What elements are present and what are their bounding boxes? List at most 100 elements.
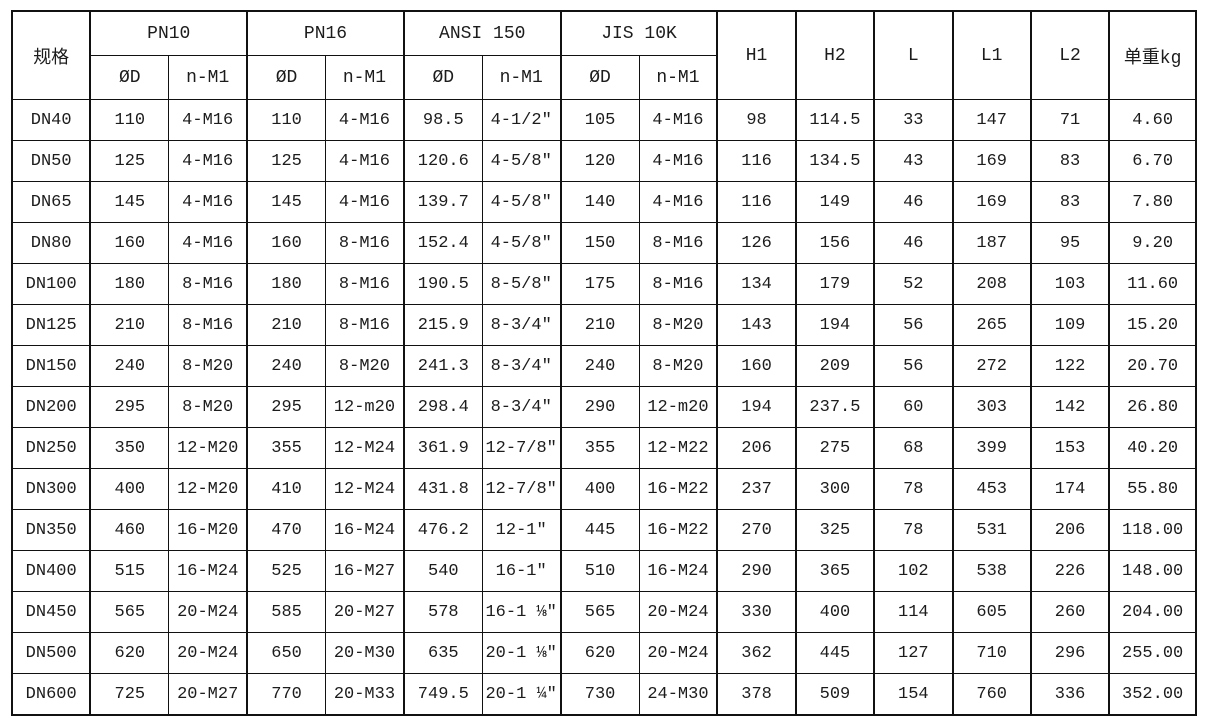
table-cell: 160 — [246, 222, 327, 264]
table-cell: 26.80 — [1108, 386, 1197, 428]
cell-spec: DN150 — [11, 345, 91, 387]
header-group-pn10: PN10 — [89, 10, 248, 56]
table-row: DN600 725 20-M27 770 20-M33 749.5 20-1 ¼″ 730 24… — [11, 673, 1197, 716]
table-cell: 710 — [951, 632, 1032, 674]
table-cell: 55.80 — [1108, 468, 1197, 510]
table-row: DN500 620 20-M24 650 20-M30 635 20-1 ⅛″ 620 20-M… — [11, 632, 1197, 674]
table-cell: 8-M20 — [638, 304, 718, 346]
cell-spec: DN400 — [11, 550, 91, 592]
cell-spec: DN200 — [11, 386, 91, 428]
header-spec: 规格 — [11, 10, 91, 100]
table-cell: 210 — [559, 304, 640, 346]
table-cell: 760 — [951, 673, 1032, 716]
table-cell: 378 — [716, 673, 797, 716]
table-cell: 16-1 ⅛″ — [481, 591, 562, 633]
table-cell: 194 — [716, 386, 797, 428]
table-cell: 118.00 — [1108, 509, 1197, 551]
table-cell: 330 — [716, 591, 797, 633]
table-cell: 56 — [873, 304, 954, 346]
table-cell: 46 — [873, 222, 954, 264]
table-cell: 78 — [873, 468, 954, 510]
flange-spec-table: 规格 PN10 PN16 ANSI 150 JIS 10K H1 H2 L L1… — [11, 10, 1197, 716]
table-cell: 730 — [559, 673, 640, 716]
table-cell: 143 — [716, 304, 797, 346]
table-cell: 116 — [716, 140, 797, 182]
table-cell: 8-M20 — [168, 345, 248, 387]
table-cell: 4-5/8″ — [481, 140, 562, 182]
table-cell: 8-M20 — [168, 386, 248, 428]
table-cell: 16-M22 — [638, 509, 718, 551]
table-cell: 8-M16 — [324, 304, 405, 346]
table-cell: 12-m20 — [638, 386, 718, 428]
table-cell: 265 — [951, 304, 1032, 346]
table-cell: 509 — [794, 673, 875, 716]
table-cell: 4-M16 — [324, 181, 405, 223]
table-cell: 240 — [246, 345, 327, 387]
table-cell: 12-M20 — [168, 468, 248, 510]
table-cell: 194 — [794, 304, 875, 346]
table-cell: 515 — [89, 550, 170, 592]
table-cell: 410 — [246, 468, 327, 510]
table-cell: 150 — [559, 222, 640, 264]
table-cell: 110 — [89, 99, 170, 141]
table-cell: 95 — [1029, 222, 1110, 264]
table-cell: 20-M27 — [324, 591, 405, 633]
table-cell: 400 — [794, 591, 875, 633]
table-cell: 4-1/2″ — [481, 99, 562, 141]
table-cell: 40.20 — [1108, 427, 1197, 469]
header-h1: H1 — [716, 10, 797, 100]
table-cell: 20-M24 — [168, 632, 248, 674]
table-cell: 4.60 — [1108, 99, 1197, 141]
header-ansi-nm1: n-M1 — [481, 55, 562, 100]
table-cell: 126 — [716, 222, 797, 264]
table-cell: 20-1 ⅛″ — [481, 632, 562, 674]
table-cell: 16-M20 — [168, 509, 248, 551]
header-pn10-nm1: n-M1 — [168, 55, 248, 100]
table-cell: 103 — [1029, 263, 1110, 305]
table-cell: 179 — [794, 263, 875, 305]
table-cell: 399 — [951, 427, 1032, 469]
table-cell: 20-M33 — [324, 673, 405, 716]
table-cell: 260 — [1029, 591, 1110, 633]
header-l2: L2 — [1029, 10, 1110, 100]
table-cell: 445 — [794, 632, 875, 674]
table-cell: 71 — [1029, 99, 1110, 141]
table-cell: 431.8 — [402, 468, 483, 510]
table-cell: 510 — [559, 550, 640, 592]
table-cell: 160 — [716, 345, 797, 387]
table-cell: 120 — [559, 140, 640, 182]
table-cell: 538 — [951, 550, 1032, 592]
table-cell: 149 — [794, 181, 875, 223]
table-cell: 275 — [794, 427, 875, 469]
cell-spec: DN300 — [11, 468, 91, 510]
table-cell: 140 — [559, 181, 640, 223]
table-cell: 204.00 — [1108, 591, 1197, 633]
table-row: DN450 565 20-M24 585 20-M27 578 16-1 ⅛″ 565 20-M… — [11, 591, 1197, 633]
table-cell: 187 — [951, 222, 1032, 264]
header-jis-od: ØD — [559, 55, 640, 100]
header-group-pn16: PN16 — [246, 10, 405, 56]
table-cell: 578 — [402, 591, 483, 633]
table-cell: 531 — [951, 509, 1032, 551]
table-cell: 114 — [873, 591, 954, 633]
table-cell: 180 — [246, 263, 327, 305]
table-cell: 15.20 — [1108, 304, 1197, 346]
table-cell: 298.4 — [402, 386, 483, 428]
table-cell: 120.6 — [402, 140, 483, 182]
table-cell: 43 — [873, 140, 954, 182]
table-cell: 16-1″ — [481, 550, 562, 592]
table-cell: 749.5 — [402, 673, 483, 716]
table-row: DN125 210 8-M16 210 8-M16 215.9 8-3/4″ 210 8-M20… — [11, 304, 1197, 346]
header-l1: L1 — [951, 10, 1032, 100]
table-cell: 725 — [89, 673, 170, 716]
cell-spec: DN100 — [11, 263, 91, 305]
table-cell: 33 — [873, 99, 954, 141]
table-cell: 336 — [1029, 673, 1110, 716]
header-jis-nm1: n-M1 — [638, 55, 718, 100]
table-cell: 215.9 — [402, 304, 483, 346]
table-cell: 206 — [716, 427, 797, 469]
table-cell: 127 — [873, 632, 954, 674]
table-cell: 83 — [1029, 181, 1110, 223]
table-cell: 209 — [794, 345, 875, 387]
table-cell: 105 — [559, 99, 640, 141]
